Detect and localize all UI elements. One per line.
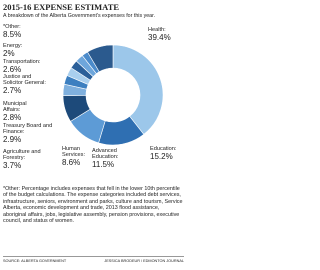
category-label: Agriculture and Forestry: <box>3 149 41 161</box>
slice-label: Education: 15.2% <box>150 146 186 161</box>
slice-label: Advanced Education: 11.5% <box>92 148 138 169</box>
value-label: 2% <box>3 49 15 58</box>
value-label: 2.8% <box>3 113 22 122</box>
donut-slice <box>112 44 164 135</box>
slice-label: Transportation: 2.6% <box>3 59 53 74</box>
slice-label: Justice and Solicitor General: 2.7% <box>3 74 51 95</box>
category-label: *Other: <box>3 24 21 30</box>
category-label: Education: <box>150 146 177 152</box>
infographic: 2015-16 EXPENSE ESTIMATE A breakdown of … <box>3 2 186 263</box>
value-label: 8.6% <box>62 158 81 167</box>
donut-chart <box>62 44 164 146</box>
divider <box>3 256 184 257</box>
category-label: Advanced Education: <box>92 148 119 160</box>
value-label: 2.6% <box>3 65 22 74</box>
category-label: Human Services: <box>62 146 86 158</box>
slice-label: Agriculture and Forestry: 3.7% <box>3 149 53 170</box>
category-label: Municipal Affairs: <box>3 101 27 113</box>
slice-label: Human Services: 8.6% <box>62 146 92 167</box>
category-label: Justice and Solicitor General: <box>3 74 46 86</box>
category-label: Energy: <box>3 43 23 49</box>
chart-title: 2015-16 EXPENSE ESTIMATE <box>3 2 120 12</box>
value-label: 11.5% <box>92 160 115 169</box>
category-label: Health: <box>148 27 166 33</box>
value-label: 2.9% <box>3 135 22 144</box>
chart-subtitle: A breakdown of the Alberta Government's … <box>3 13 156 19</box>
value-label: 3.7% <box>3 161 22 170</box>
slice-label: Treasury Board and Finance: 2.9% <box>3 123 53 144</box>
value-label: 8.5% <box>3 30 22 39</box>
slice-label: Health: 39.4% <box>148 27 186 42</box>
source: SOURCE: ALBERTA GOVERNMENT <box>3 259 67 263</box>
category-label: Treasury Board and Finance: <box>3 123 53 135</box>
credit: JESSICA BRODEUR / EDMONTON JOURNAL <box>104 259 184 263</box>
footnote: *Other: Percentage includes expenses tha… <box>3 186 183 225</box>
value-label: 2.7% <box>3 86 22 95</box>
donut-slice <box>87 44 114 73</box>
slice-label: *Other: 8.5% <box>3 24 43 39</box>
category-label: Transportation: <box>3 59 41 65</box>
value-label: 15.2% <box>150 152 173 161</box>
value-label: 39.4% <box>148 33 171 42</box>
slice-label: Municipal Affairs: 2.8% <box>3 101 43 122</box>
slice-label: Energy: 2% <box>3 43 43 58</box>
